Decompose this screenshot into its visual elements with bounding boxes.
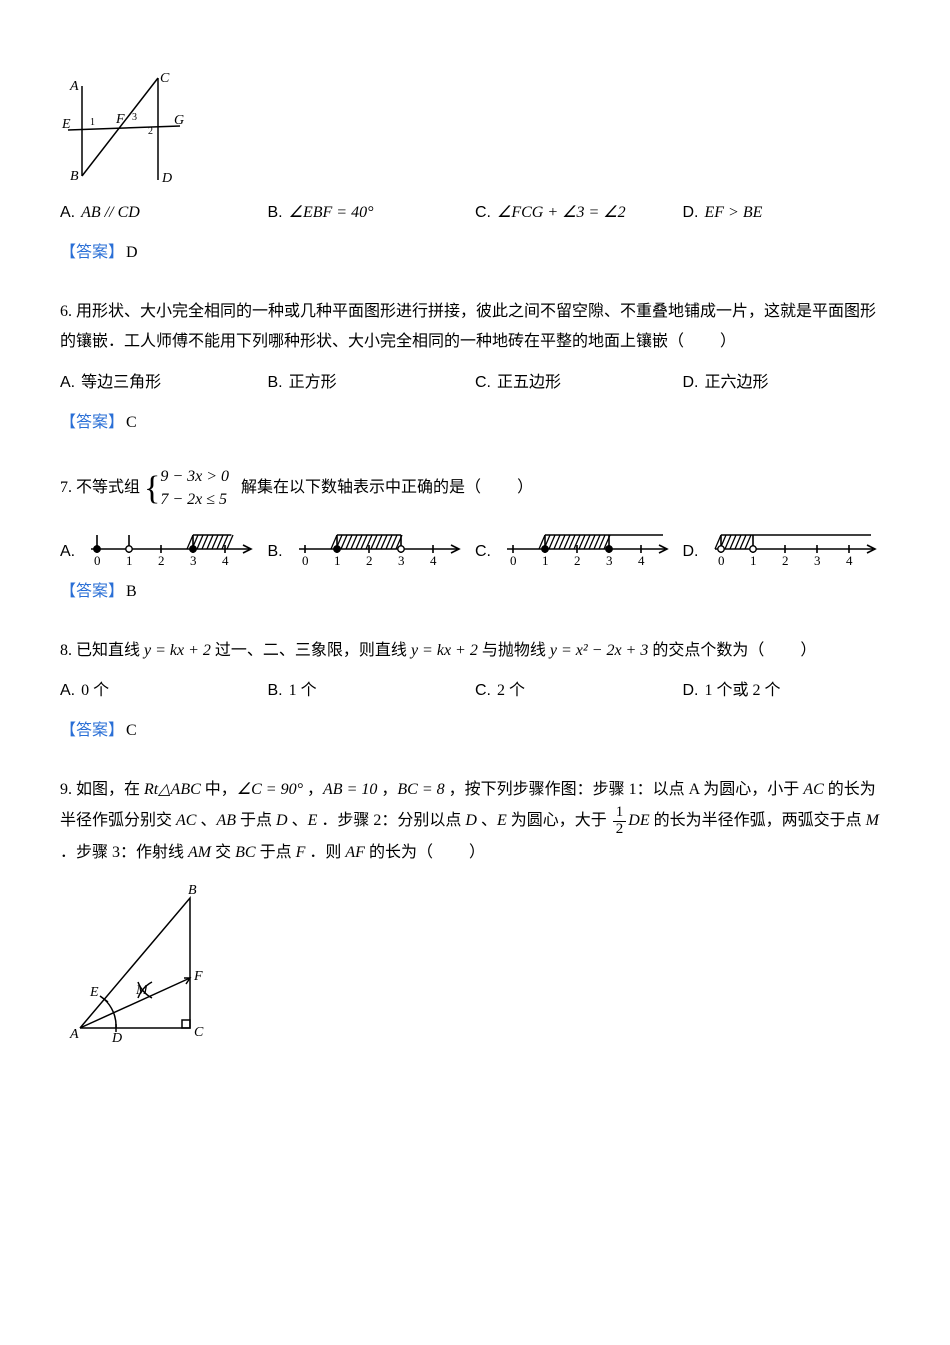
svg-text:2: 2 [158, 553, 165, 567]
q9-label-A: A [69, 1027, 79, 1042]
q9-label-C: C [194, 1025, 204, 1040]
q7-stem: 7. 不等式组 { 9 − 3x > 0 7 − 2x ≤ 5 解集在以下数轴表… [60, 466, 890, 511]
svg-text:1: 1 [126, 553, 133, 567]
numberline-B: 0 1 2 3 4 [293, 521, 463, 567]
q5-label-G: G [174, 113, 184, 128]
numberline-C: 0 1 2 3 4 [501, 521, 671, 567]
q5-label-1: 1 [90, 117, 95, 128]
q8-options: A.0 个 B.1 个 C.2 个 D.1 个或 2 个 [60, 676, 890, 706]
q8-option-B: B.1 个 [268, 676, 476, 706]
q8-stem: 8. 已知直线 y = kx + 2 过一、二、三象限，则直线 y = kx +… [60, 636, 890, 666]
svg-text:0: 0 [94, 553, 101, 567]
q5-option-B: B.∠EBF = 40° [268, 198, 476, 228]
q5-label-F: F [115, 112, 125, 127]
q5-option-A: A.AB // CD [60, 198, 268, 228]
q9-label-M: M [135, 983, 149, 998]
q7-option-B: B. 01234 [268, 521, 476, 567]
svg-text:3: 3 [814, 553, 821, 567]
svg-text:0: 0 [302, 553, 309, 567]
q6-answer: 【答案】C [60, 408, 890, 438]
q9-label-D: D [111, 1031, 122, 1046]
q8-answer: 【答案】C [60, 716, 890, 746]
svg-text:3: 3 [398, 553, 405, 567]
q5-options: A.AB // CD B.∠EBF = 40° C.∠FCG + ∠3 = ∠2… [60, 198, 890, 228]
q5-label-2: 2 [148, 126, 153, 137]
q9-label-F: F [193, 969, 203, 984]
q5-figure: A B C D E F G 1 2 3 [60, 68, 890, 188]
q8-option-D: D.1 个或 2 个 [683, 676, 891, 706]
svg-text:2: 2 [366, 553, 373, 567]
numberline-D: 0 1 2 3 4 [709, 521, 879, 567]
q9-figure: A B C D E F M [60, 878, 890, 1048]
svg-text:4: 4 [222, 553, 229, 567]
q6-option-A: A.等边三角形 [60, 368, 268, 398]
question-8: 8. 已知直线 y = kx + 2 过一、二、三象限，则直线 y = kx +… [60, 636, 890, 747]
q7-options: A. 01234 B. 01234 C. 01234 D. 01234 [60, 521, 890, 567]
svg-text:3: 3 [190, 553, 197, 567]
question-6: 6. 用形状、大小完全相同的一种或几种平面图形进行拼接，彼此之间不留空隙、不重叠… [60, 297, 890, 439]
q8-option-C: C.2 个 [475, 676, 683, 706]
q7-option-A: A. 01234 [60, 521, 268, 567]
numberline-A: 0 1 2 3 4 [85, 521, 255, 567]
q9-label-B: B [188, 883, 197, 898]
q5-label-B: B [70, 169, 79, 184]
question-5: A B C D E F G 1 2 3 A.AB // CD B.∠EBF = … [60, 68, 890, 269]
q7-option-C: C. 01234 [475, 521, 683, 567]
svg-text:1: 1 [542, 553, 549, 567]
q5-option-D: D.EF > BE [683, 198, 891, 228]
q6-option-C: C.正五边形 [475, 368, 683, 398]
svg-text:2: 2 [574, 553, 581, 567]
q5-label-A: A [69, 79, 79, 94]
svg-text:4: 4 [430, 553, 437, 567]
q5-label-C: C [160, 71, 170, 86]
svg-text:0: 0 [510, 553, 517, 567]
q9-stem: 9. 如图，在 Rt△ABC 中，∠C = 90° ，AB = 10 ，BC =… [60, 775, 890, 868]
q6-options: A.等边三角形 B.正方形 C.正五边形 D.正六边形 [60, 368, 890, 398]
q5-label-3: 3 [132, 112, 137, 123]
question-9: 9. 如图，在 Rt△ABC 中，∠C = 90° ，AB = 10 ，BC =… [60, 775, 890, 1048]
q7-option-D: D. 01234 [683, 521, 891, 567]
svg-text:4: 4 [846, 553, 853, 567]
q6-option-D: D.正六边形 [683, 368, 891, 398]
svg-text:3: 3 [606, 553, 613, 567]
q5-label-D: D [161, 171, 172, 186]
svg-text:2: 2 [782, 553, 789, 567]
svg-text:1: 1 [750, 553, 757, 567]
svg-text:4: 4 [638, 553, 645, 567]
q5-label-E: E [61, 117, 71, 132]
q8-option-A: A.0 个 [60, 676, 268, 706]
svg-text:1: 1 [334, 553, 341, 567]
q7-answer: 【答案】B [60, 577, 890, 607]
svg-text:0: 0 [718, 553, 725, 567]
q9-label-E: E [89, 985, 99, 1000]
q6-stem: 6. 用形状、大小完全相同的一种或几种平面图形进行拼接，彼此之间不留空隙、不重叠… [60, 297, 890, 358]
q5-option-C: C.∠FCG + ∠3 = ∠2 [475, 198, 683, 228]
q6-option-B: B.正方形 [268, 368, 476, 398]
question-7: 7. 不等式组 { 9 − 3x > 0 7 − 2x ≤ 5 解集在以下数轴表… [60, 466, 890, 607]
q5-answer: 【答案】D [60, 238, 890, 268]
